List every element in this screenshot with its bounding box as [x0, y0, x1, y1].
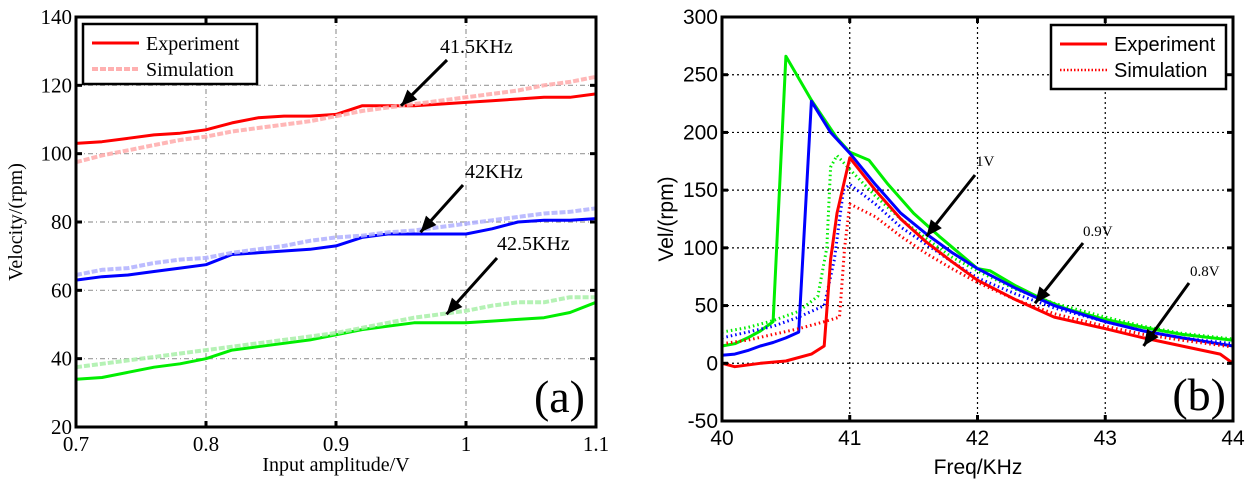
chart-a-legend: Experiment Simulation: [81, 22, 259, 86]
chart-a-x-axis-label: Input amplitude/V: [262, 454, 410, 476]
chart-b-x-tick-label: 44: [1221, 427, 1245, 450]
chart-b-series-0-8v-experiment: [721, 156, 1234, 369]
chart-a-y-axis-label: Velocity/(rpm): [5, 163, 27, 281]
chart-a-x-tick-label: 0.8: [193, 432, 219, 456]
chart-b-x-tick-label: 42: [966, 427, 989, 450]
chart-a-series: [75, 74, 597, 381]
chart-a-annotation-label: 42KHz: [465, 161, 523, 183]
chart-a-y-tick-label: 140: [41, 5, 73, 29]
chart-a-y-tick-label: 80: [51, 210, 72, 234]
chart-a-series-41-5khz-simulation: [75, 74, 597, 165]
chart-b-y-tick-label: -50: [688, 410, 718, 433]
chart-b-ticks: 40 41 42 43 44 -50 0 50 100 150 200 250 300: [683, 6, 1245, 450]
chart-b-legend-label-simulation: Simulation: [1114, 60, 1207, 82]
chart-a-panel-label: (a): [534, 371, 585, 422]
chart-b-y-tick-label: 250: [683, 64, 718, 87]
chart-a-grid: [76, 17, 596, 427]
chart-a-y-tick-label: 60: [51, 278, 72, 302]
chart-b-annotation-arrowhead: [926, 219, 942, 237]
chart-b-annotations: 1V 0.9V 0.8V: [925, 154, 1220, 347]
chart-a-annotation-label: 42.5KHz: [497, 233, 570, 255]
chart-b-y-axis-label: Vel/(rpm): [655, 176, 678, 261]
chart-b-y-tick-label: 300: [683, 6, 718, 29]
chart-a-x-tick-label: 1.1: [583, 432, 609, 456]
chart-a-ticks: 0.7 0.8 0.9 1 1.1 20 40 60 80 100 120 140: [41, 5, 610, 456]
chart-b-annotation-arrowhead: [1034, 286, 1051, 304]
chart-a-legend-label-simulation: Simulation: [146, 59, 234, 81]
chart-b-annotation-label: 0.9V: [1083, 224, 1113, 240]
chart-b-panel-label: (b): [1172, 369, 1226, 420]
chart-b-x-tick-label: 40: [710, 427, 733, 450]
chart-a-annotations: 41.5KHz 42KHz 42.5KHz: [399, 36, 570, 316]
chart-b-x-axis-label: Freq/KHz: [934, 456, 1023, 479]
chart-a-annotation-arrowhead: [420, 215, 437, 233]
chart-b-y-tick-label: 200: [683, 121, 718, 144]
chart-b-series-1v-simulation: [721, 154, 1234, 341]
chart-a-legend-label-experiment: Experiment: [146, 33, 240, 55]
chart-a-y-tick-label: 20: [51, 415, 72, 439]
chart-b-y-tick-label: 100: [683, 237, 718, 260]
chart-a-annotation-arrowhead: [446, 297, 463, 315]
chart-b-x-tick-label: 41: [838, 427, 861, 450]
chart-a-legend-box: [81, 22, 259, 86]
chart-a-series-42khz-experiment: [75, 217, 597, 282]
chart-b-annotation-label: 0.8V: [1190, 264, 1220, 280]
chart-b-y-tick-label: 0: [706, 352, 718, 375]
chart-a-x-tick-label: 1: [461, 432, 472, 456]
chart-a: 41.5KHz 42KHz 42.5KHz 0.7 0.8 0.9 1 1.1 20 40 60 8…: [5, 5, 609, 476]
chart-b-x-tick-label: 43: [1094, 427, 1117, 450]
chart-b-series: [721, 54, 1234, 369]
chart-b-y-tick-label: 50: [695, 295, 718, 318]
chart-b-y-tick-label: 150: [683, 179, 718, 202]
chart-b-legend: Experiment Simulation: [1049, 23, 1228, 91]
chart-a-y-tick-label: 120: [41, 73, 73, 97]
chart-a-y-tick-label: 40: [51, 347, 72, 371]
chart-b-series-0-9v-simulation: [721, 182, 1234, 346]
chart-b: 1V 0.9V 0.8V 40 41 42 43 44 -50 0 50 100 150 200 250 3…: [655, 6, 1245, 479]
chart-a-y-tick-label: 100: [41, 142, 73, 166]
chart-b-legend-label-experiment: Experiment: [1114, 34, 1216, 56]
chart-b-annotation-arrowhead: [1143, 328, 1159, 346]
chart-a-annotation-label: 41.5KHz: [440, 36, 513, 58]
chart-b-legend-box: [1049, 23, 1228, 91]
chart-b-annotation-label: 1V: [976, 154, 995, 170]
chart-a-x-tick-label: 0.9: [323, 432, 349, 456]
chart-a-annotation-arrowhead: [401, 89, 418, 106]
chart-a-x-tick-label: 0.7: [63, 432, 89, 456]
chart-a-series-42khz-simulation: [75, 206, 597, 277]
